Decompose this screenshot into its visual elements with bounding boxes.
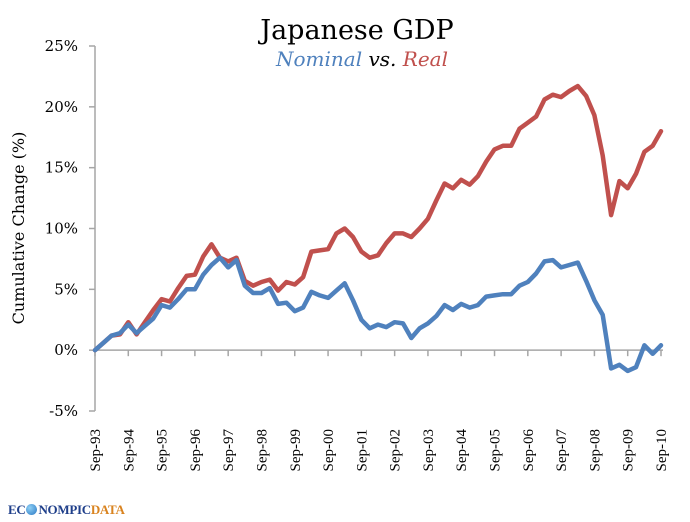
chart-title: Japanese GDP	[257, 15, 453, 46]
y-axis-label: Cumulative Change (%)	[9, 132, 28, 325]
series-lines	[92, 83, 664, 374]
chart-subtitle: Nominal vs. Real	[275, 47, 448, 71]
x-tick-label: Sep-06	[521, 429, 537, 472]
x-tick-label: Sep-08	[587, 429, 603, 472]
x-tick-label: Sep-98	[254, 429, 270, 472]
y-ticks: -5% 0% 5% 10% 15% 20% 25%	[45, 37, 95, 420]
economicdata-logo: EC NOMPICDATA	[8, 502, 125, 518]
x-tick-label: Sep-03	[421, 429, 437, 472]
x-tick-label: Sep-93	[88, 429, 104, 472]
x-tick-label: Sep-97	[221, 429, 237, 472]
subtitle-nominal: Nominal	[275, 47, 362, 71]
x-tick-label: Sep-04	[454, 429, 470, 472]
axes	[94, 46, 663, 411]
x-tick-label: Sep-94	[121, 429, 137, 472]
logo-text-ec: EC	[8, 502, 26, 517]
globe-icon	[26, 504, 38, 515]
y-tick-label: 15%	[45, 159, 78, 177]
subtitle-vs: vs.	[362, 47, 403, 71]
x-tick-label: Sep-05	[488, 429, 504, 472]
y-tick-label: 20%	[45, 98, 78, 116]
logo-text-data: DATA	[90, 502, 125, 517]
logo-text-nompic: NOMPIC	[38, 502, 91, 517]
x-tick-label: Sep-00	[321, 429, 337, 472]
x-tick-label: Sep-95	[155, 429, 171, 472]
x-tick-label: Sep-99	[288, 429, 304, 472]
x-tick-label: Sep-02	[388, 429, 404, 472]
y-tick-label: 10%	[45, 220, 78, 238]
x-tick-label: Sep-96	[188, 429, 204, 472]
x-tick-label: Sep-09	[621, 429, 637, 472]
y-tick-label: -5%	[49, 402, 78, 420]
x-tick-label: Sep-01	[354, 429, 370, 472]
subtitle-real: Real	[402, 47, 448, 71]
series-line-nominal	[92, 255, 664, 374]
y-tick-label: 5%	[54, 280, 78, 298]
x-ticks: Sep-93 Sep-94 Sep-95 Sep-96 Sep-97 Sep-98 Sep-…	[88, 350, 670, 472]
y-tick-label: 0%	[54, 341, 78, 359]
series-line-real	[92, 83, 664, 353]
x-tick-label: Sep-10	[654, 429, 670, 472]
y-tick-label: 25%	[45, 37, 78, 55]
x-tick-label: Sep-07	[554, 429, 570, 472]
